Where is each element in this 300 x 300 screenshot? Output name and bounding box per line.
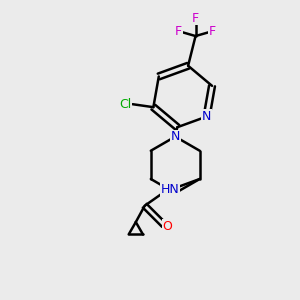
- Text: N: N: [171, 130, 180, 143]
- Text: F: F: [175, 25, 182, 38]
- Text: N: N: [202, 110, 211, 123]
- Text: F: F: [209, 25, 216, 38]
- Text: Cl: Cl: [119, 98, 131, 111]
- Text: O: O: [163, 220, 172, 233]
- Text: HN: HN: [160, 183, 179, 196]
- Text: F: F: [192, 12, 199, 25]
